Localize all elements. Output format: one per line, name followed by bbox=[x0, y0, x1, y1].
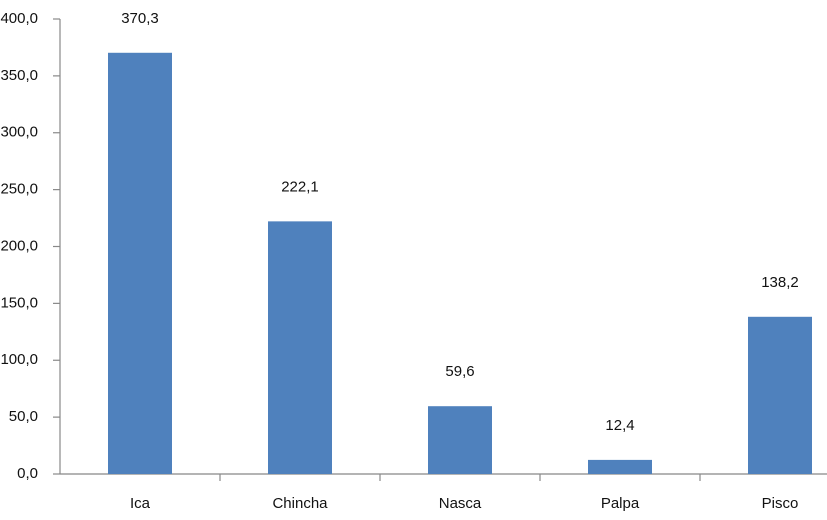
y-tick-label: 200,0 bbox=[0, 237, 38, 254]
x-tick-label: Ica bbox=[130, 495, 151, 512]
data-label: 12,4 bbox=[605, 417, 634, 434]
y-tick-label: 300,0 bbox=[0, 124, 38, 141]
y-tick-label: 350,0 bbox=[0, 67, 38, 84]
y-tick-label: 250,0 bbox=[0, 181, 38, 198]
bar bbox=[268, 221, 332, 474]
x-tick-label: Palpa bbox=[601, 495, 640, 512]
data-label: 59,6 bbox=[445, 363, 474, 380]
data-label: 370,3 bbox=[121, 10, 159, 27]
x-tick-label: Nasca bbox=[439, 495, 482, 512]
y-tick-label: 100,0 bbox=[0, 351, 38, 368]
y-tick-label: 50,0 bbox=[9, 408, 38, 425]
bar bbox=[108, 52, 172, 474]
y-tick-label: 0,0 bbox=[17, 465, 38, 482]
data-label: 222,1 bbox=[281, 178, 319, 195]
x-tick-label: Chincha bbox=[272, 495, 328, 512]
bar bbox=[428, 406, 492, 474]
bar bbox=[588, 459, 652, 474]
bar bbox=[748, 316, 812, 474]
x-tick-label: Pisco bbox=[762, 495, 799, 512]
y-tick-label: 150,0 bbox=[0, 294, 38, 311]
y-tick-label: 400,0 bbox=[0, 10, 38, 27]
data-label: 138,2 bbox=[761, 274, 799, 291]
